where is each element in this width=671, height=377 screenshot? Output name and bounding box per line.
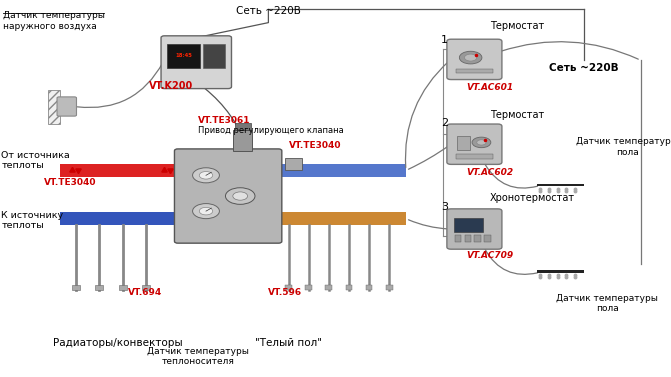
Bar — [484, 236, 491, 242]
Text: VT.TE3040: VT.TE3040 — [44, 178, 96, 187]
Text: "Телый пол": "Телый пол" — [255, 338, 322, 348]
Text: VT.AC602: VT.AC602 — [466, 168, 513, 177]
Bar — [455, 236, 461, 242]
Bar — [386, 285, 393, 290]
Bar — [456, 136, 470, 150]
Text: VT.TE3061: VT.TE3061 — [198, 116, 250, 125]
FancyBboxPatch shape — [174, 149, 282, 243]
FancyBboxPatch shape — [447, 39, 502, 80]
Text: Датчик температуры
пола: Датчик температуры пола — [556, 294, 658, 313]
Text: Термостат: Термостат — [490, 21, 544, 31]
Bar — [167, 44, 200, 68]
Bar — [325, 285, 332, 290]
Circle shape — [225, 188, 255, 204]
Bar — [537, 184, 584, 186]
Text: Датчик температуры
наружного воздуха: Датчик температуры наружного воздуха — [3, 11, 105, 31]
Bar — [454, 218, 483, 232]
Bar — [278, 164, 406, 177]
Bar — [464, 236, 471, 242]
Circle shape — [476, 140, 486, 145]
Bar — [48, 90, 60, 124]
Text: Термостат: Термостат — [490, 110, 544, 120]
Circle shape — [199, 207, 213, 215]
Text: Радиаторы/конвекторы: Радиаторы/конвекторы — [52, 338, 183, 348]
Bar — [95, 285, 103, 290]
FancyBboxPatch shape — [161, 36, 231, 89]
Text: К источнику
теплоты: К источнику теплоты — [1, 211, 64, 230]
Bar — [456, 69, 493, 73]
Bar — [235, 123, 251, 130]
Text: VT.694: VT.694 — [127, 288, 162, 297]
Text: Датчик температуры
пола: Датчик температуры пола — [576, 137, 671, 157]
Text: Сеть ~220В: Сеть ~220В — [236, 6, 301, 16]
Text: VT.TE3040: VT.TE3040 — [289, 141, 341, 150]
Bar — [474, 236, 481, 242]
Circle shape — [193, 204, 219, 219]
Text: VT.596: VT.596 — [268, 288, 303, 297]
Bar — [366, 285, 372, 290]
Text: Хронотермостат: Хронотермостат — [490, 193, 575, 203]
Circle shape — [233, 192, 248, 200]
Bar — [305, 285, 312, 290]
Bar — [285, 158, 302, 170]
Circle shape — [193, 168, 219, 183]
Bar — [60, 164, 178, 177]
Bar — [278, 212, 406, 225]
Bar — [142, 285, 150, 290]
FancyBboxPatch shape — [57, 97, 76, 116]
Bar — [285, 285, 292, 290]
Text: 3: 3 — [441, 202, 448, 212]
Bar — [60, 212, 178, 225]
Text: VT.AC601: VT.AC601 — [466, 83, 513, 92]
Bar — [72, 285, 80, 290]
Text: Привод регулирующего клапана: Привод регулирующего клапана — [198, 126, 344, 135]
Bar — [537, 270, 584, 273]
FancyBboxPatch shape — [447, 124, 502, 164]
Text: 2: 2 — [441, 118, 448, 127]
Bar — [234, 130, 252, 151]
Bar — [203, 44, 225, 68]
Text: 1: 1 — [441, 35, 448, 44]
Bar — [119, 285, 127, 290]
Circle shape — [199, 172, 213, 179]
Circle shape — [460, 51, 482, 64]
Bar — [456, 154, 493, 159]
Circle shape — [464, 54, 477, 61]
Bar — [346, 285, 352, 290]
FancyBboxPatch shape — [447, 209, 502, 249]
Text: VT.AC709: VT.AC709 — [466, 251, 513, 260]
Text: 18:45: 18:45 — [175, 53, 192, 58]
Text: VT.K200: VT.K200 — [149, 81, 193, 91]
Text: Сеть ~220В: Сеть ~220В — [549, 63, 619, 73]
Circle shape — [472, 137, 491, 148]
Text: Датчик температуры
теплоносителя: Датчик температуры теплоносителя — [147, 346, 249, 366]
Text: От источника
теплоты: От источника теплоты — [1, 150, 70, 170]
